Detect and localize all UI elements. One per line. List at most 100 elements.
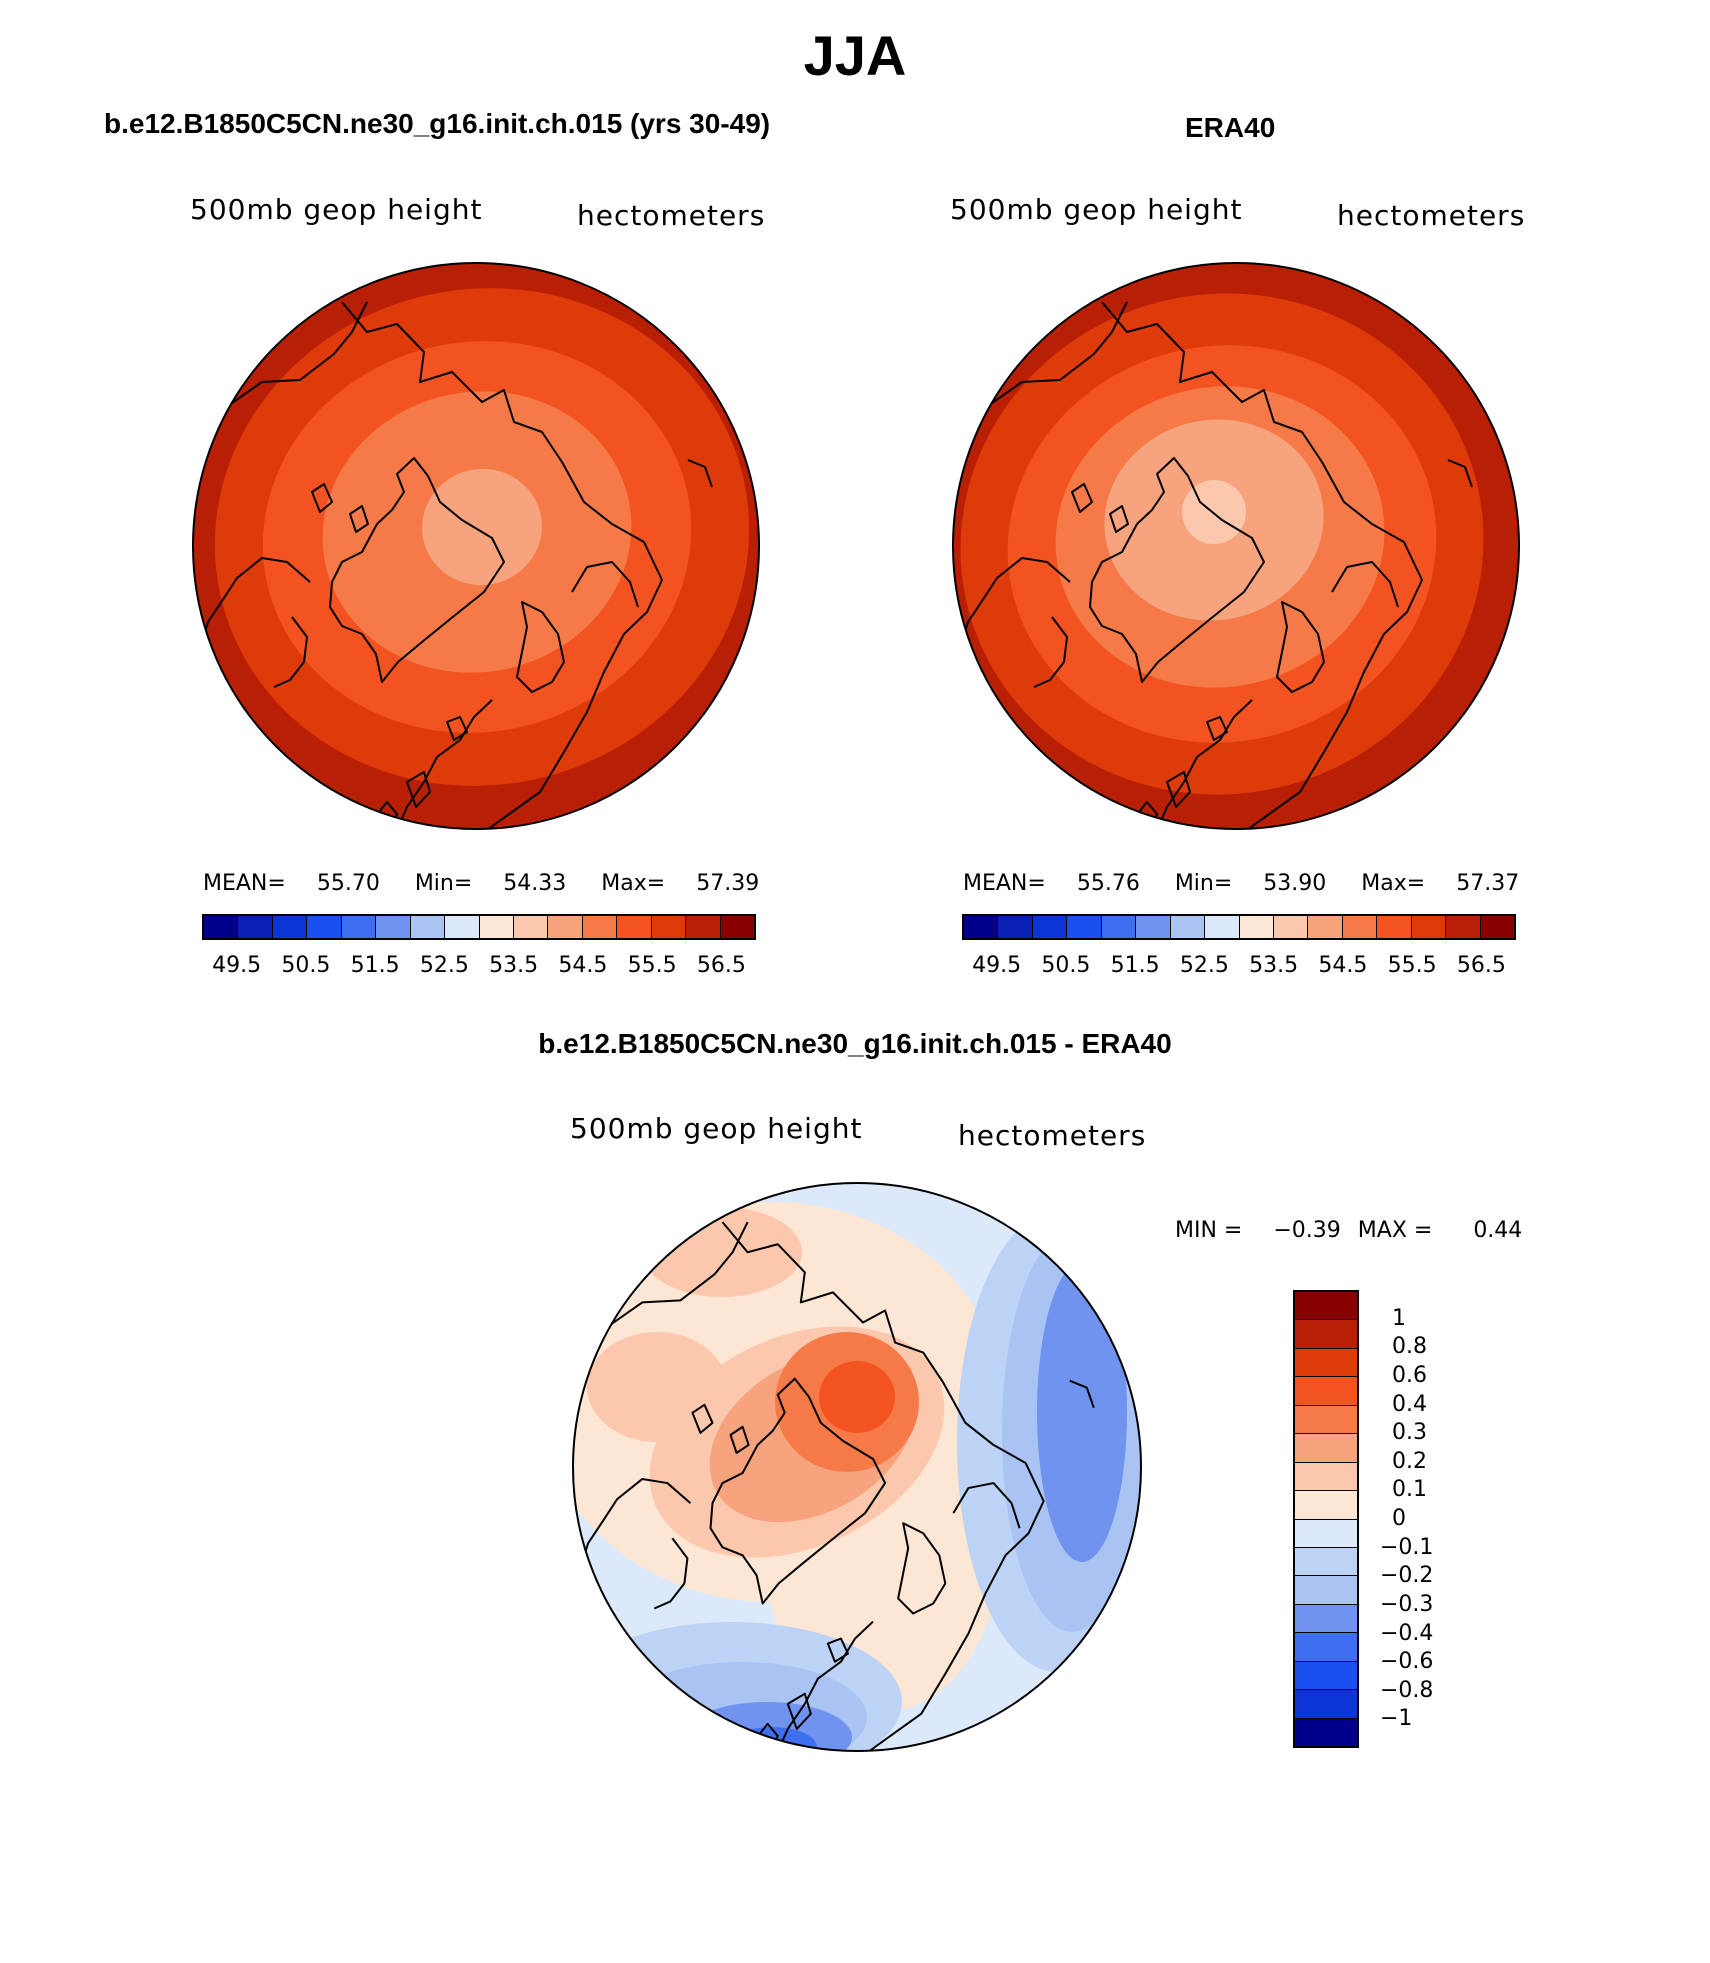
- coastline: [1156, 699, 1253, 829]
- colorbar-swatch: [307, 916, 342, 938]
- coastline: [1071, 483, 1093, 513]
- colorbar-swatch: [1295, 1576, 1357, 1605]
- colorbar-tick-label: 53.5: [1249, 953, 1299, 978]
- colorbar-tick-label: 53.5: [489, 953, 539, 978]
- map-difference-geopotential: [572, 1182, 1142, 1752]
- coastline: [601, 1221, 749, 1332]
- coastline: [349, 505, 369, 533]
- coastline: [329, 457, 505, 683]
- colorbar-tick-label: 51.5: [350, 953, 400, 978]
- colorbar-swatch: [1480, 916, 1514, 938]
- colorbar-tick-label: −0.1: [1380, 1534, 1434, 1560]
- colorbar-swatch: [998, 916, 1033, 938]
- colorbar-swatch: [1170, 916, 1206, 938]
- panel3-units-label: hectometers: [958, 1119, 1147, 1152]
- colorbar-swatch: [1101, 916, 1137, 938]
- coastline: [691, 1403, 714, 1434]
- colorbar-tick-label: 0: [1392, 1506, 1406, 1531]
- colorbar-swatch: [1295, 1377, 1357, 1406]
- coastline: [571, 561, 639, 608]
- colorbar-swatch: [410, 916, 446, 938]
- colorbar-swatch: [1032, 916, 1068, 938]
- colorbar-tick-label: 0.2: [1392, 1448, 1427, 1474]
- coastline-outline: [961, 301, 1485, 829]
- mean-label: MEAN=: [963, 871, 1046, 896]
- coastline: [1276, 601, 1325, 693]
- colorbar-tick-label: 54.5: [558, 953, 608, 978]
- coastline: [653, 1537, 689, 1610]
- map-border: [952, 262, 1520, 830]
- coastline: [396, 699, 493, 829]
- colorbar-tick-label: −0.2: [1380, 1563, 1434, 1589]
- colorbar-tick-label: 50.5: [1041, 953, 1091, 978]
- coastline: [952, 1482, 1021, 1529]
- figure-title: JJA: [803, 24, 907, 87]
- panel1-variable-label: 500mb geop height: [190, 193, 483, 226]
- map-model-geopotential: [192, 262, 760, 830]
- colorbar-swatch: [1308, 916, 1343, 938]
- colorbar-swatch: [582, 916, 618, 938]
- colorbar-swatch: [1136, 916, 1171, 938]
- colorbar-tick-label: 55.5: [1387, 953, 1437, 978]
- colorbar-tick-label: 0.3: [1392, 1420, 1427, 1446]
- colorbar-swatch: [686, 916, 721, 938]
- coastline: [1033, 616, 1068, 688]
- colorbar-tick-label: 0.4: [1392, 1391, 1427, 1417]
- colorbar-swatch: [1295, 1519, 1357, 1548]
- colorbar-swatch: [1295, 1434, 1357, 1463]
- min-label: MIN =: [1175, 1218, 1243, 1243]
- colorbar-tick-label: −0.4: [1380, 1620, 1434, 1646]
- coastline: [1078, 1253, 1107, 1279]
- contour-fill: [642, 1207, 802, 1297]
- colorbar-tick-label: 56.5: [696, 953, 746, 978]
- min-value: −0.39: [1273, 1218, 1341, 1243]
- colorbar-swatch: [651, 916, 687, 938]
- colorbar-tick-label: 0.6: [1392, 1362, 1427, 1388]
- colorbar-swatch: [1295, 1690, 1357, 1719]
- panel2-stats: MEAN= 55.76 Min= 53.90 Max= 57.37: [963, 873, 1519, 895]
- coastline: [1166, 771, 1191, 808]
- mean-label: MEAN=: [203, 871, 286, 896]
- coastline: [981, 301, 1128, 411]
- panel-title-diff: b.e12.B1850C5CN.ne30_g16.init.ch.015 - E…: [538, 1028, 1172, 1059]
- colorbar-tick-label: −0.8: [1380, 1677, 1434, 1703]
- colorbar-swatch: [1342, 916, 1378, 938]
- panel-title-era40: ERA40: [1185, 112, 1276, 143]
- colorbar-tick-label: 52.5: [1179, 953, 1229, 978]
- colorbar-tick-label: 49.5: [212, 953, 262, 978]
- colorbar-tick-label: 0.8: [1392, 1334, 1427, 1360]
- colorbar-swatch: [238, 916, 273, 938]
- colorbar-swatch: [1295, 1718, 1357, 1746]
- contour-fill: [819, 1361, 895, 1433]
- colorbar-tick-label: 49.5: [972, 953, 1022, 978]
- coastline: [1101, 301, 1423, 829]
- colorbar-tick-label: 52.5: [419, 953, 469, 978]
- contour-fill: [422, 468, 542, 586]
- coastline: [1109, 505, 1129, 533]
- colorbar-swatch: [1295, 1547, 1357, 1577]
- colorbar-tick-label: 55.5: [627, 953, 677, 978]
- coastline: [221, 301, 368, 411]
- colorbar-tick-label: 56.5: [1456, 953, 1506, 978]
- colorbar-swatch: [1295, 1348, 1357, 1378]
- colorbar-swatch: [964, 916, 999, 938]
- colorbar-swatch: [548, 916, 583, 938]
- coastline-outline: [581, 1221, 1107, 1751]
- coastline: [729, 1425, 750, 1454]
- coastline: [581, 1478, 692, 1564]
- coastline: [311, 483, 333, 513]
- colorbar-tick-label: 51.5: [1110, 953, 1160, 978]
- colorbar-model: [202, 914, 756, 940]
- coastline: [897, 1522, 947, 1615]
- coastline: [1089, 457, 1265, 683]
- min-value: 54.33: [503, 871, 567, 896]
- colorbar-swatch: [1295, 1405, 1357, 1435]
- max-value: 57.39: [696, 871, 760, 896]
- colorbar-tick-label: −1: [1380, 1706, 1413, 1732]
- colorbar-model-labels: 49.5 50.5 51.5 52.5 53.5 54.5 55.5 56.5: [202, 955, 756, 979]
- coastline: [1069, 1379, 1095, 1409]
- colorbar-swatch: [1205, 916, 1240, 938]
- panel-title-model: b.e12.B1850C5CN.ne30_g16.init.ch.015 (yr…: [104, 108, 771, 139]
- coastline: [273, 616, 308, 688]
- coastline: [1206, 716, 1228, 741]
